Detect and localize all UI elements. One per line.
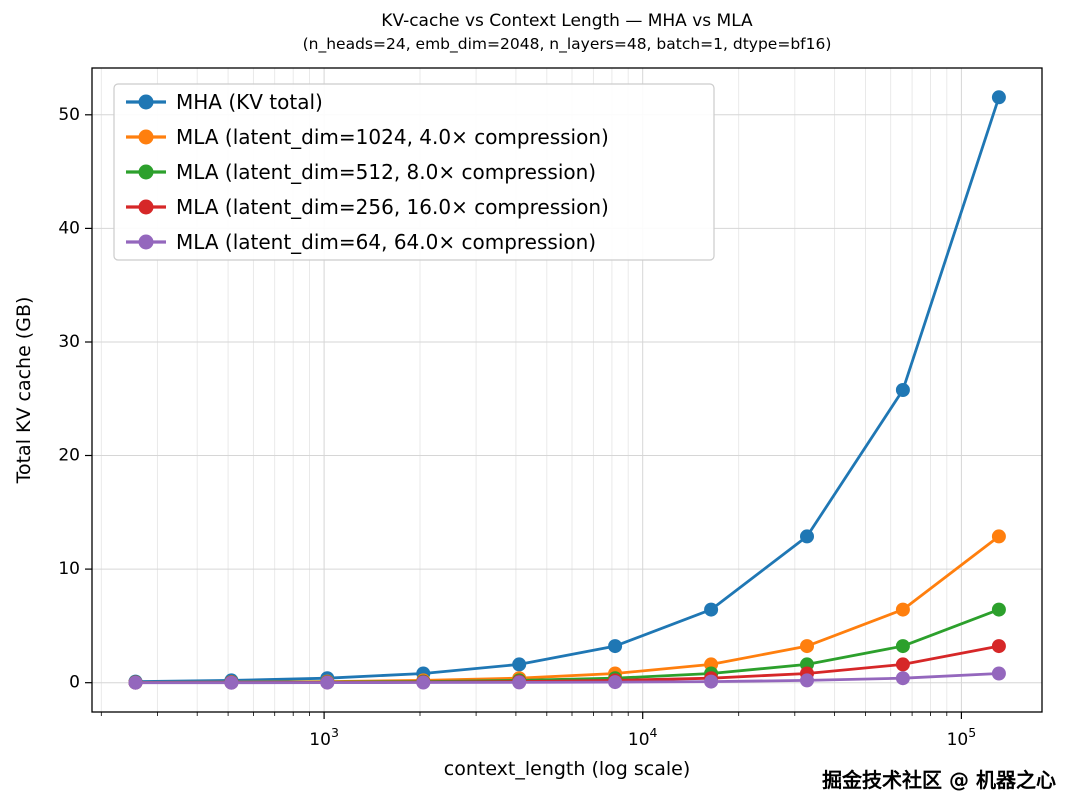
legend-item-4: MLA (latent_dim=64, 64.0× compression) (126, 230, 596, 254)
legend-label: MLA (latent_dim=1024, 4.0× compression) (176, 125, 609, 149)
legend-label: MLA (latent_dim=512, 8.0× compression) (176, 160, 596, 184)
y-tick-label: 10 (58, 559, 80, 579)
title-block: KV-cache vs Context Length — MHA vs MLA … (92, 11, 1042, 53)
legend-label: MLA (latent_dim=256, 16.0× compression) (176, 195, 609, 219)
x-tick-label: 105 (947, 725, 977, 750)
y-tick-label: 30 (58, 332, 80, 352)
y-tick-label: 40 (58, 218, 80, 238)
series-4 (128, 666, 1006, 690)
y-axis-label: Total KV cache (GB) (13, 297, 35, 485)
legend-item-1: MLA (latent_dim=1024, 4.0× compression) (126, 125, 609, 149)
plot-border (91, 67, 1043, 713)
y-axis: 0 10 20 30 40 50 (58, 105, 92, 693)
y-tick-label: 50 (58, 105, 80, 125)
watermark: 掘金技术社区 @ 机器之心 (822, 768, 1056, 792)
x-axis: 103 104 105 (100, 712, 977, 750)
legend-item-3: MLA (latent_dim=256, 16.0× compression) (126, 195, 609, 219)
series-1 (128, 529, 1006, 690)
x-tick-label: 103 (309, 725, 339, 750)
y-tick-label: 20 (58, 446, 80, 466)
x-axis-label: context_length (log scale) (444, 758, 691, 780)
chart-title: KV-cache vs Context Length — MHA vs MLA (381, 11, 753, 31)
legend: MHA (KV total) MLA (latent_dim=1024, 4.0×… (113, 83, 715, 261)
legend-item-0: MHA (KV total) (126, 90, 323, 114)
legend-label: MHA (KV total) (176, 90, 323, 114)
chart-subtitle: (n_heads=24, emb_dim=2048, n_layers=48, … (302, 35, 832, 53)
legend-item-2: MLA (latent_dim=512, 8.0× compression) (126, 160, 596, 184)
legend-label: MLA (latent_dim=64, 64.0× compression) (176, 230, 596, 254)
y-tick-label: 0 (69, 673, 80, 693)
x-tick-label: 104 (628, 725, 658, 750)
